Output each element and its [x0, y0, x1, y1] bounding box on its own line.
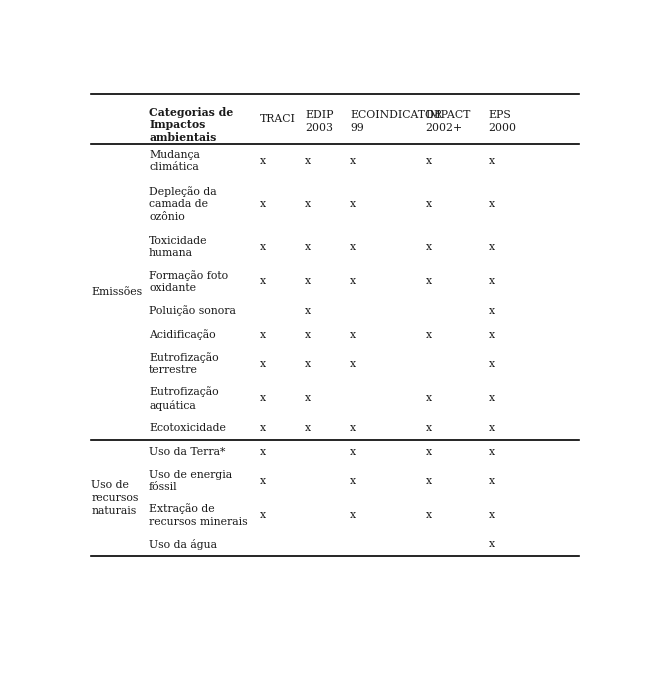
Text: x: x [260, 422, 266, 433]
Text: x: x [350, 359, 356, 369]
Text: 2003: 2003 [305, 123, 333, 133]
Text: x: x [426, 199, 432, 209]
Text: x: x [305, 199, 311, 209]
Text: x: x [260, 476, 266, 486]
Text: EDIP: EDIP [305, 110, 334, 120]
Text: x: x [489, 306, 495, 316]
Text: x: x [489, 510, 495, 521]
Text: x: x [350, 199, 356, 209]
Text: x: x [260, 199, 266, 209]
Text: x: x [489, 393, 495, 404]
Text: x: x [260, 242, 266, 252]
Text: 2002+: 2002+ [426, 123, 463, 133]
Text: Formação foto
oxidante: Formação foto oxidante [149, 270, 228, 293]
Text: x: x [426, 447, 432, 456]
Text: Ecotoxicidade: Ecotoxicidade [149, 422, 226, 433]
Text: Poluição sonora: Poluição sonora [149, 306, 236, 316]
Text: x: x [350, 242, 356, 252]
Text: x: x [305, 156, 311, 166]
Text: Uso de energia
fóssil: Uso de energia fóssil [149, 470, 232, 492]
Text: x: x [489, 242, 495, 252]
Text: x: x [489, 476, 495, 486]
Text: 2000: 2000 [489, 123, 517, 133]
Text: EPS: EPS [489, 110, 511, 120]
Text: Uso da Terra*: Uso da Terra* [149, 447, 225, 456]
Text: x: x [489, 199, 495, 209]
Text: x: x [426, 393, 432, 404]
Text: x: x [489, 276, 495, 287]
Text: x: x [489, 359, 495, 369]
Text: x: x [426, 330, 432, 339]
Text: ECOINDICATOR: ECOINDICATOR [350, 110, 443, 120]
Text: x: x [350, 422, 356, 433]
Text: Uso de
recursos
naturais: Uso de recursos naturais [91, 480, 138, 516]
Text: x: x [426, 242, 432, 252]
Text: x: x [305, 242, 311, 252]
Text: x: x [489, 539, 495, 550]
Text: x: x [489, 330, 495, 339]
Text: Mudança
climática: Mudança climática [149, 149, 200, 172]
Text: x: x [489, 447, 495, 456]
Text: x: x [350, 447, 356, 456]
Text: x: x [426, 422, 432, 433]
Text: Uso da água: Uso da água [149, 539, 217, 550]
Text: Impactos: Impactos [149, 120, 205, 130]
Text: x: x [260, 447, 266, 456]
Text: IMPACT: IMPACT [426, 110, 471, 120]
Text: x: x [305, 422, 311, 433]
Text: Extração de
recursos minerais: Extração de recursos minerais [149, 504, 248, 527]
Text: x: x [260, 393, 266, 404]
Text: Eutrofização
terrestre: Eutrofização terrestre [149, 352, 219, 375]
Text: Acidificação: Acidificação [149, 329, 215, 340]
Text: x: x [426, 510, 432, 521]
Text: x: x [305, 330, 311, 339]
Text: x: x [350, 330, 356, 339]
Text: Categorias de: Categorias de [149, 107, 233, 118]
Text: x: x [305, 306, 311, 316]
Text: x: x [489, 422, 495, 433]
Text: Emissões: Emissões [91, 287, 142, 297]
Text: x: x [305, 393, 311, 404]
Text: 99: 99 [350, 123, 364, 133]
Text: ambientais: ambientais [149, 132, 216, 143]
Text: x: x [305, 276, 311, 287]
Text: x: x [350, 276, 356, 287]
Text: x: x [260, 156, 266, 166]
Text: x: x [305, 359, 311, 369]
Text: x: x [350, 156, 356, 166]
Text: TRACI: TRACI [260, 114, 295, 124]
Text: Depleção da
camada de
ozônio: Depleção da camada de ozônio [149, 186, 217, 222]
Text: x: x [260, 330, 266, 339]
Text: x: x [426, 476, 432, 486]
Text: Toxicidade
humana: Toxicidade humana [149, 236, 208, 258]
Text: x: x [260, 359, 266, 369]
Text: x: x [260, 510, 266, 521]
Text: x: x [426, 156, 432, 166]
Text: x: x [350, 476, 356, 486]
Text: x: x [260, 276, 266, 287]
Text: x: x [426, 276, 432, 287]
Text: x: x [489, 156, 495, 166]
Text: x: x [350, 510, 356, 521]
Text: Eutrofização
aquática: Eutrofização aquática [149, 386, 219, 410]
